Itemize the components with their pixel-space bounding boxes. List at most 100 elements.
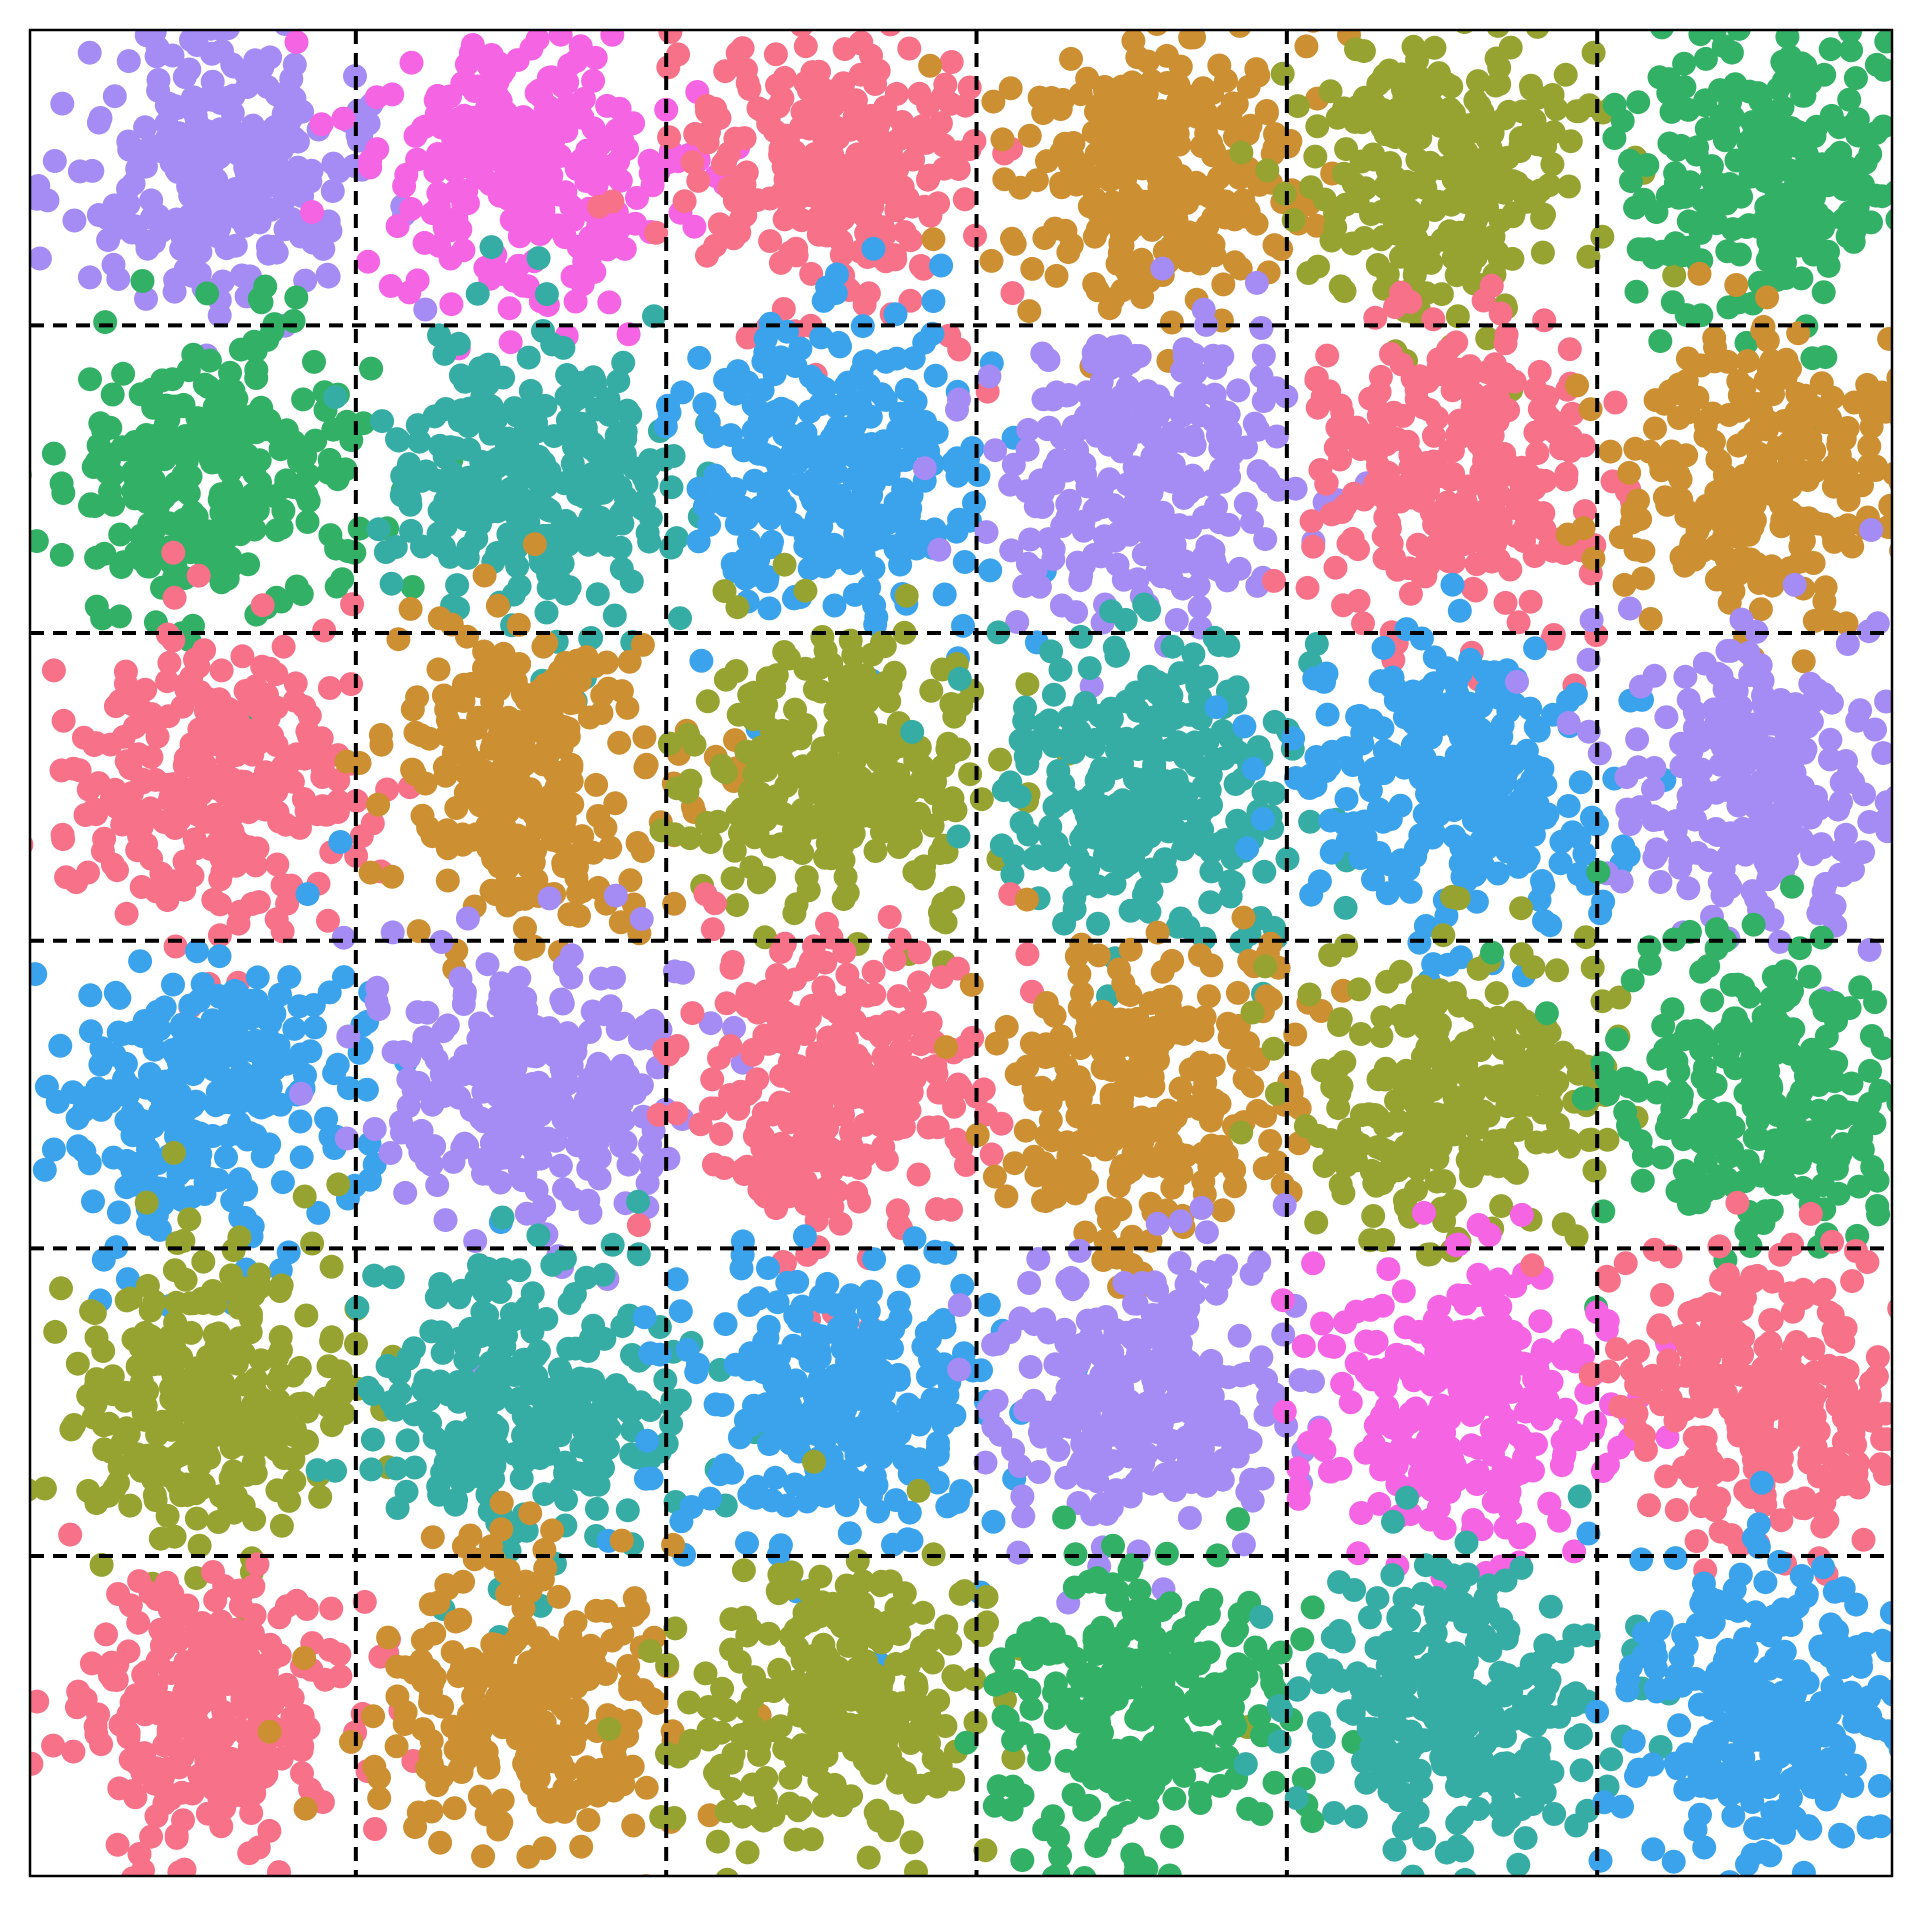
data-point — [1419, 725, 1443, 749]
data-point — [1476, 127, 1500, 151]
data-point — [1086, 912, 1110, 936]
data-point — [239, 836, 263, 860]
data-point — [1154, 859, 1178, 883]
data-point — [1799, 508, 1823, 532]
data-point — [1330, 415, 1354, 439]
data-point — [139, 847, 163, 871]
data-point — [1462, 382, 1486, 406]
data-point — [1097, 357, 1121, 381]
data-point — [1180, 384, 1204, 408]
data-point — [823, 546, 847, 570]
data-point — [536, 562, 560, 586]
data-point — [793, 579, 817, 603]
data-point — [1128, 344, 1152, 368]
data-point — [939, 741, 963, 765]
data-point — [486, 594, 510, 618]
data-point — [610, 512, 634, 536]
data-point — [178, 749, 202, 773]
data-point — [1252, 344, 1276, 368]
data-point — [1885, 207, 1909, 231]
data-point — [670, 380, 694, 404]
data-point — [535, 601, 559, 625]
data-point — [1741, 110, 1765, 134]
data-point — [492, 755, 516, 779]
data-point — [810, 625, 834, 649]
data-point — [310, 726, 334, 750]
data-point — [1361, 434, 1385, 458]
data-point — [657, 125, 681, 149]
data-point — [42, 658, 66, 682]
data-point — [1572, 516, 1596, 540]
data-point — [795, 865, 819, 889]
data-point — [1382, 209, 1406, 233]
data-point — [853, 0, 877, 22]
data-point — [1441, 573, 1465, 597]
data-point — [1878, 494, 1902, 518]
data-point — [611, 351, 635, 375]
data-point — [380, 865, 404, 889]
data-point — [851, 0, 875, 9]
data-point — [1206, 558, 1230, 582]
data-point — [1204, 494, 1228, 518]
data-point — [569, 34, 593, 58]
data-point — [564, 848, 588, 872]
data-point — [1667, 406, 1691, 430]
data-point — [536, 151, 560, 175]
data-point — [1467, 432, 1491, 456]
data-point — [1665, 138, 1689, 162]
data-point — [251, 593, 275, 617]
data-point — [1031, 481, 1055, 505]
data-point — [526, 816, 550, 840]
data-point — [358, 149, 382, 173]
data-point — [321, 179, 345, 203]
data-point — [367, 517, 391, 541]
data-point — [725, 893, 749, 917]
data-point — [838, 118, 862, 142]
data-point — [1427, 61, 1451, 85]
data-point — [1848, 698, 1872, 722]
data-point — [1840, 535, 1864, 559]
data-point — [860, 643, 884, 667]
data-point — [438, 219, 462, 243]
data-point — [1621, 799, 1645, 823]
data-point — [331, 107, 355, 131]
data-point — [1890, 408, 1914, 432]
data-point — [1383, 295, 1407, 319]
data-point — [1820, 610, 1844, 634]
data-point — [1518, 697, 1542, 721]
data-point — [782, 818, 806, 842]
data-point — [849, 63, 873, 87]
data-point — [835, 168, 859, 192]
data-point — [1458, 648, 1482, 672]
data-point — [1720, 41, 1744, 65]
data-point — [117, 49, 141, 73]
data-point — [1891, 555, 1915, 579]
data-point — [1257, 379, 1281, 403]
data-point — [215, 236, 239, 260]
data-point — [201, 888, 225, 912]
data-point — [1788, 534, 1812, 558]
data-point — [274, 468, 298, 492]
data-point — [708, 212, 732, 236]
data-point — [1352, 39, 1376, 63]
data-point — [1035, 149, 1059, 173]
data-point — [1448, 599, 1472, 623]
data-point — [637, 530, 661, 554]
data-point — [1132, 542, 1156, 566]
data-point — [884, 302, 908, 326]
data-point — [1106, 553, 1130, 577]
data-point — [978, 558, 1002, 582]
data-point — [543, 760, 567, 784]
data-point — [597, 290, 621, 314]
data-point — [784, 237, 808, 261]
data-point — [579, 506, 603, 530]
data-point — [527, 109, 551, 133]
data-point — [84, 546, 108, 570]
data-point — [980, 249, 1004, 273]
data-point — [595, 94, 619, 118]
data-point — [1695, 496, 1719, 520]
data-point — [197, 520, 221, 544]
data-point — [510, 488, 534, 512]
data-point — [233, 199, 257, 223]
